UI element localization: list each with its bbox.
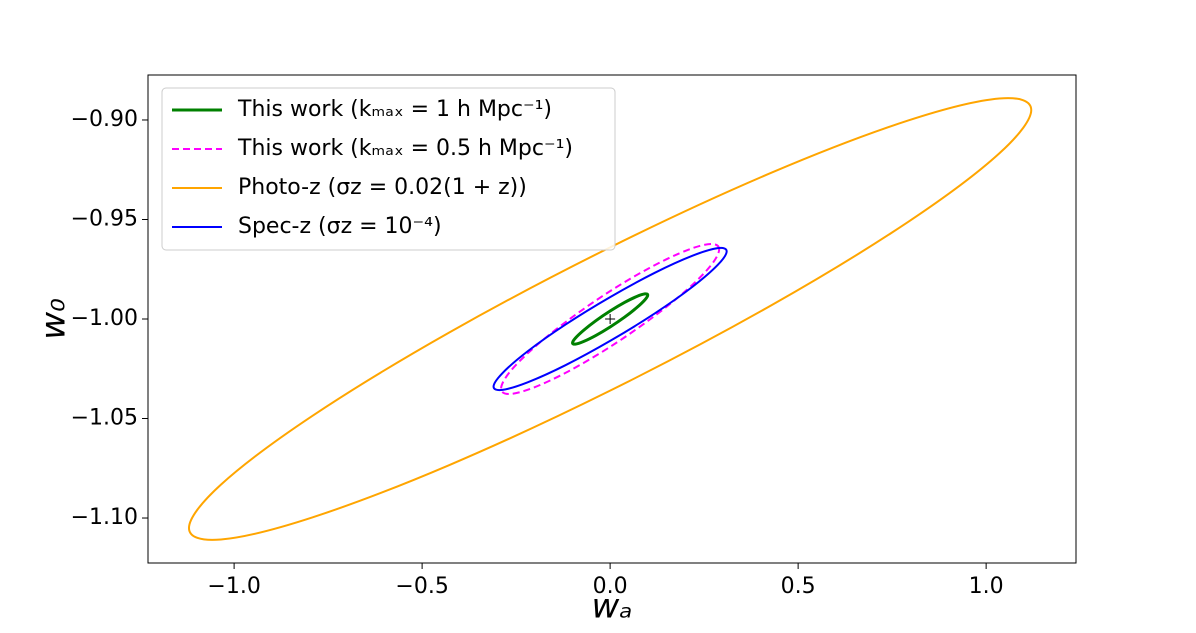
x-tick-label: −0.5	[395, 574, 448, 599]
y-tick-label: −1.10	[71, 505, 138, 530]
x-axis-label: wₐ	[591, 587, 632, 627]
contour	[187, 97, 1033, 541]
legend-box	[161, 87, 616, 251]
x-tick-label: 1.0	[969, 574, 1004, 599]
x-tick-label: 0.5	[781, 574, 816, 599]
x-tick-label: 0.0	[593, 574, 628, 599]
legend-label: Photo-z (σz = 0.02(1 + z))	[238, 175, 527, 200]
contour	[492, 246, 728, 392]
x-tick-label: −1.0	[207, 574, 260, 599]
fiducial-marker	[605, 314, 616, 324]
plot-frame	[147, 74, 1077, 564]
y-tick-label: −0.90	[71, 107, 138, 132]
y-axis-label: w₀	[34, 298, 74, 340]
legend-label: This work (kₘₐₓ = 1 h Mpc⁻¹)	[237, 97, 552, 122]
y-tick-label: −0.95	[71, 206, 138, 231]
y-tick-label: −1.00	[71, 306, 138, 331]
legend-label: Spec-z (σz = 10⁻⁴)	[238, 214, 442, 239]
legend-label: This work (kₘₐₓ = 0.5 h Mpc⁻¹)	[237, 136, 573, 161]
contour	[571, 292, 650, 346]
y-tick-label: −1.05	[71, 406, 138, 431]
